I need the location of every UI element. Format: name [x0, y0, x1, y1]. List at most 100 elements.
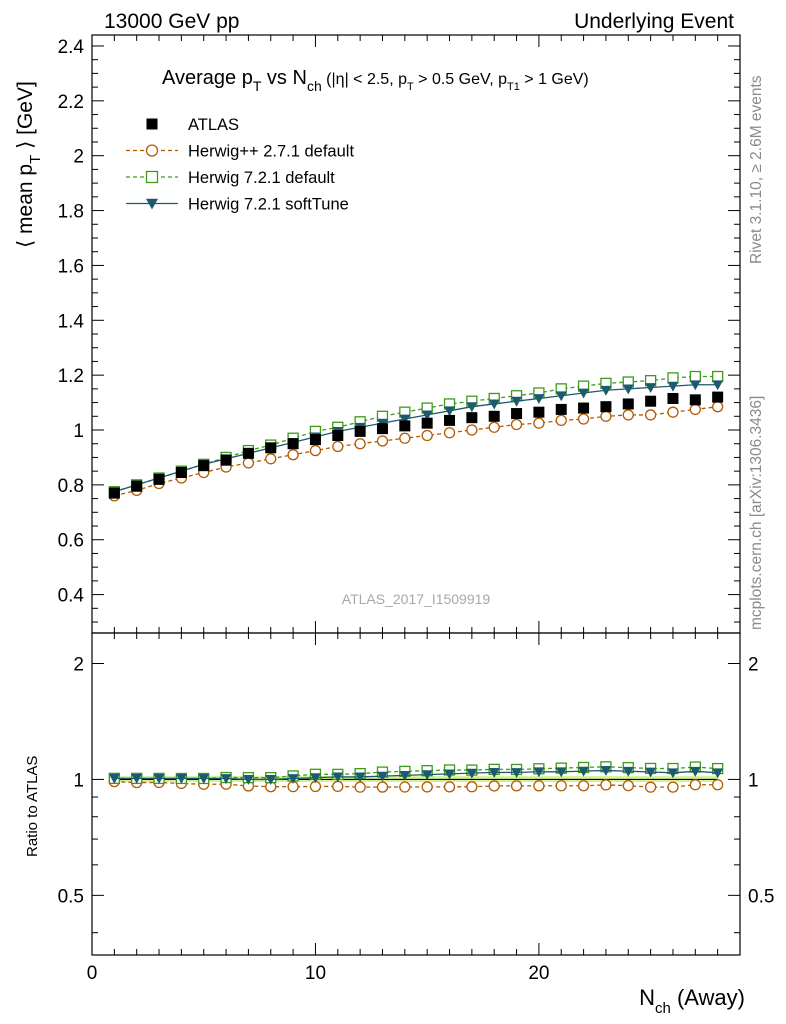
- ratio-line-3: [114, 769, 718, 781]
- data-point-s0: [131, 480, 143, 492]
- data-point-s3: [421, 410, 433, 421]
- data-point-s1: [443, 427, 456, 439]
- data-point-s0: [645, 395, 657, 407]
- y-tick-label: 0.8: [58, 476, 84, 497]
- ratio-point-s1: [622, 779, 634, 792]
- data-point-s1: [287, 449, 299, 461]
- y-axis-label: ⟨ mean pT ⟩ [GeV]: [14, 81, 44, 248]
- data-point-s0: [354, 425, 366, 437]
- data-point-s0: [555, 403, 567, 415]
- data-point-s1: [354, 438, 366, 450]
- series-line-3: [114, 384, 718, 493]
- x-axis-label: Nch (Away): [639, 985, 745, 1017]
- data-point-s3: [578, 388, 590, 399]
- ratio-tick-label-right: 2: [748, 654, 759, 675]
- data-point-s3: [622, 384, 634, 395]
- legend-label-2: Herwig 7.2.1 default: [188, 169, 335, 187]
- ratio-point-s1: [488, 780, 500, 792]
- x-tick-label: 20: [528, 963, 549, 984]
- y-tick-label: 0.4: [58, 586, 85, 607]
- data-point-s1: [577, 413, 590, 425]
- data-point-s0: [376, 423, 388, 435]
- x-ticks: 0 10 20: [87, 35, 741, 984]
- data-point-s0: [667, 392, 679, 404]
- data-point-s1: [332, 440, 344, 453]
- ratio-series-layer: [108, 761, 724, 793]
- data-point-s1: [309, 444, 322, 457]
- ratio-point-s1: [644, 781, 657, 793]
- legend-marker-3: [146, 198, 158, 210]
- legend-marker-1: [145, 144, 159, 157]
- ratio-point-s3: [689, 766, 701, 777]
- data-point-s1: [466, 424, 478, 436]
- data-point-s1: [265, 453, 277, 465]
- ratio-point-s3: [265, 775, 277, 785]
- main-y-ticks: 0.4 0.6 0.8 1 1.2 1.4 1.6 1.8 2 2.2 2.4: [58, 37, 740, 623]
- data-point-s3: [667, 381, 679, 392]
- data-point-s3: [689, 380, 701, 391]
- data-point-s0: [287, 438, 299, 450]
- data-point-s3: [444, 406, 456, 417]
- data-point-s1: [555, 414, 567, 427]
- legend-marker-0: [146, 118, 158, 130]
- data-point-s1: [376, 435, 389, 447]
- plot-title: Average pT vs Nch (|η| < 2.5, pT > 0.5 G…: [162, 67, 589, 94]
- x-tick-label: 10: [305, 963, 326, 984]
- ratio-point-s3: [421, 770, 433, 781]
- ratio-point-s1: [533, 780, 545, 792]
- ratio-point-s3: [466, 768, 478, 779]
- ratio-panel-frame: [91, 632, 741, 956]
- ratio-point-s3: [600, 766, 612, 776]
- data-point-s1: [622, 409, 634, 421]
- data-point-s1: [644, 409, 657, 421]
- legend-label-0: ATLAS: [188, 116, 239, 134]
- y-tick-label: 1.2: [58, 366, 84, 387]
- data-point-s3: [399, 414, 411, 425]
- data-point-s0: [488, 410, 500, 422]
- series-line-2: [114, 375, 718, 493]
- y-tick-label: 0.6: [58, 531, 84, 552]
- ratio-point-s3: [153, 774, 165, 784]
- mcplots-label: mcplots.cern.ch [arXiv:1306.3436]: [748, 396, 765, 630]
- ratio-point-s3: [220, 774, 232, 784]
- ratio-tick-label-right: 0.5: [748, 886, 774, 907]
- data-point-s0: [466, 412, 478, 424]
- ratio-point-s3: [488, 768, 500, 778]
- ratio-tick-label-right: 1: [748, 770, 759, 791]
- data-point-s1: [399, 432, 411, 444]
- data-point-s1: [667, 406, 679, 418]
- data-point-s0: [153, 473, 165, 485]
- ratio-point-s3: [198, 774, 210, 784]
- y-tick-label: 1: [73, 421, 84, 442]
- data-point-s0: [600, 401, 612, 413]
- ratio-point-s1: [577, 780, 590, 792]
- ratio-tick-label: 0.5: [58, 886, 84, 907]
- data-point-s2: [667, 372, 679, 384]
- ratio-point-s3: [131, 773, 143, 784]
- ratio-point-s1: [376, 781, 389, 793]
- y-tick-label: 1.6: [58, 256, 84, 277]
- ratio-point-s3: [175, 774, 187, 784]
- data-point-s0: [533, 406, 545, 418]
- ratio-point-s3: [354, 772, 366, 783]
- data-point-s0: [175, 467, 187, 479]
- ratio-point-s1: [510, 780, 523, 792]
- ratio-line-1: [114, 780, 718, 788]
- data-point-s1: [600, 410, 612, 422]
- ratio-point-s3: [242, 775, 254, 785]
- ratio-tick-label: 1: [73, 770, 84, 791]
- ratio-point-s3: [533, 767, 545, 778]
- data-point-s1: [712, 401, 724, 413]
- data-point-s1: [421, 429, 433, 442]
- data-point-s2: [689, 370, 701, 383]
- data-point-s0: [198, 460, 210, 472]
- data-point-s0: [108, 487, 120, 499]
- data-point-s0: [444, 414, 456, 426]
- data-point-s3: [533, 394, 545, 404]
- ratio-point-s3: [712, 768, 724, 779]
- legend-label-1: Herwig++ 2.7.1 default: [188, 143, 354, 161]
- ratio-point-s3: [511, 768, 523, 778]
- data-point-s0: [712, 391, 724, 403]
- data-point-s0: [622, 398, 634, 410]
